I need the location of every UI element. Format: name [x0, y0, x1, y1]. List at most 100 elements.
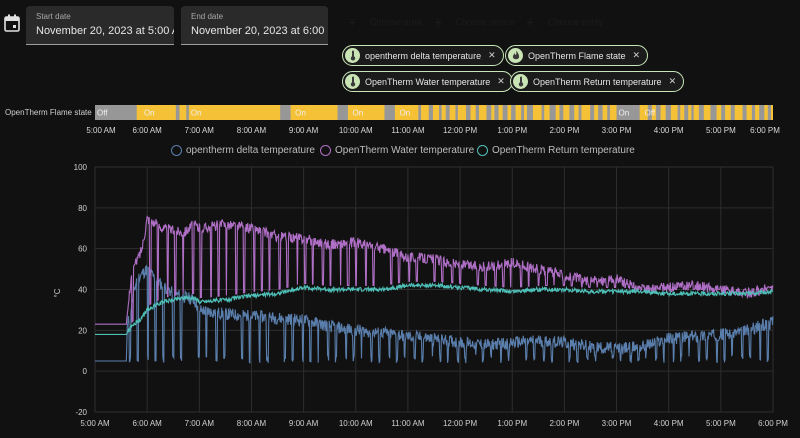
timeline-off-segment[interactable] — [526, 105, 533, 120]
timeline-label: OpenTherm Flame state — [5, 108, 92, 117]
flame-state-timeline[interactable]: Off On On On On On On Off — [95, 105, 773, 120]
timeline-off-segment[interactable] — [486, 105, 492, 120]
series-line-0 — [95, 264, 774, 364]
x-tick-label: 6:00 AM — [132, 419, 162, 428]
y-tick-label: 40 — [78, 286, 87, 295]
timeline-state-label: On — [295, 109, 306, 118]
timeline-state-label: On — [353, 109, 364, 118]
close-icon[interactable]: ✕ — [497, 76, 505, 86]
timeline-tick-label: 10:00 AM — [338, 126, 373, 135]
timeline-off-segment[interactable] — [511, 105, 516, 120]
choose-entity-button[interactable]: + Choose entity — [520, 11, 604, 32]
entity-chip-label: opentherm delta temperature — [365, 50, 482, 61]
legend-label: OpenTherm Return temperature — [492, 145, 635, 156]
choose-area-button[interactable]: + Choose area — [342, 11, 422, 32]
timeline-off-segment[interactable] — [698, 105, 704, 120]
thermometer-icon — [345, 48, 360, 63]
timeline-off-segment[interactable] — [751, 105, 756, 120]
legend-item-return[interactable]: OpenTherm Return temperature — [477, 145, 635, 156]
y-tick-label: 0 — [83, 367, 88, 376]
entity-chip-delta[interactable]: opentherm delta temperature ✕ — [342, 45, 504, 66]
timeline-off-segment[interactable] — [684, 105, 689, 120]
timeline-off-segment[interactable] — [759, 105, 765, 120]
timeline-off-segment[interactable] — [625, 105, 629, 120]
timeline-off-segment[interactable] — [677, 105, 681, 120]
timeline-off-segment[interactable] — [418, 105, 421, 120]
x-tick-label: 12:00 PM — [443, 419, 478, 428]
end-date-field[interactable]: End date November 20, 2023 at 6:00 PM — [181, 6, 328, 45]
plus-icon: + — [348, 13, 357, 30]
timeline-off-segment[interactable] — [384, 105, 395, 120]
choose-entity-label: Choose entity — [548, 16, 604, 27]
timeline-on-segment[interactable] — [95, 105, 773, 120]
timeline-off-segment[interactable] — [175, 105, 180, 120]
timeline-off-segment[interactable] — [455, 105, 458, 120]
entity-chip-water[interactable]: OpenTherm Water temperature ✕ — [342, 71, 513, 92]
x-tick-label: 5:00 AM — [80, 419, 110, 428]
x-tick-label: 1:00 PM — [497, 419, 527, 428]
calendar-icon[interactable] — [4, 14, 20, 32]
close-icon[interactable]: ✕ — [668, 76, 677, 86]
close-icon[interactable]: ✕ — [488, 50, 496, 60]
timeline-off-segment[interactable] — [607, 105, 610, 120]
timeline-tick-label: 8:00 AM — [236, 126, 267, 135]
start-date-field[interactable]: Start date November 20, 2023 at 5:00 AM — [26, 6, 174, 45]
timeline-off-segment[interactable] — [767, 105, 772, 120]
timeline-off-segment[interactable] — [730, 105, 735, 120]
timeline-off-segment[interactable] — [445, 105, 450, 120]
timeline-off-segment[interactable] — [590, 105, 595, 120]
timeline-off-segment[interactable] — [428, 105, 433, 120]
timeline-off-segment[interactable] — [502, 105, 508, 120]
close-icon[interactable]: ✕ — [632, 50, 641, 60]
entity-chip-return[interactable]: OpenTherm Return temperature ✕ — [510, 71, 685, 92]
thermometer-icon — [345, 74, 360, 89]
timeline-off-segment[interactable] — [465, 105, 471, 120]
timeline-off-segment[interactable] — [95, 105, 137, 120]
timeline-off-segment[interactable] — [337, 105, 348, 120]
timeline-off-segment[interactable] — [559, 105, 564, 120]
timeline-off-segment[interactable] — [280, 105, 291, 120]
legend-item-water[interactable]: OpenTherm Water temperature — [320, 145, 474, 156]
timeline-off-segment[interactable] — [569, 105, 575, 120]
start-date-value: November 20, 2023 at 5:00 AM — [36, 25, 174, 37]
x-tick-label: 11:00 AM — [391, 419, 425, 428]
entity-chip-label: OpenTherm Flame state — [528, 50, 626, 61]
x-tick-label: 5:00 PM — [706, 419, 736, 428]
timeline-off-segment[interactable] — [721, 105, 726, 120]
timeline-off-segment[interactable] — [521, 105, 525, 120]
entity-chip-flame[interactable]: OpenTherm Flame state ✕ — [505, 45, 649, 66]
timeline-off-segment[interactable] — [691, 105, 694, 120]
x-tick-label: 8:00 AM — [237, 419, 267, 428]
timeline-off-segment[interactable] — [636, 105, 640, 120]
timeline-off-segment[interactable] — [541, 105, 545, 120]
timeline-state-label: Off — [645, 109, 656, 118]
timeline-off-segment[interactable] — [549, 105, 556, 120]
legend-marker — [320, 145, 331, 156]
timeline-off-segment[interactable] — [598, 105, 603, 120]
timeline-tick-label: 2:00 PM — [549, 126, 580, 135]
legend-marker — [171, 145, 182, 156]
timeline-tick-label: 3:00 PM — [601, 126, 632, 135]
timeline-off-segment[interactable] — [710, 105, 717, 120]
entity-chip-label: OpenTherm Return temperature — [533, 76, 662, 87]
timeline-off-segment[interactable] — [578, 105, 582, 120]
legend-label: OpenTherm Water temperature — [335, 145, 475, 156]
timeline-off-segment[interactable] — [617, 105, 621, 120]
timeline-off-segment[interactable] — [475, 105, 479, 120]
timeline-state-label: On — [191, 109, 202, 118]
timeline-off-segment[interactable] — [494, 105, 499, 120]
timeline-state-label: On — [619, 109, 630, 118]
timeline-off-segment[interactable] — [665, 105, 671, 120]
timeline-tick-label: 5:00 AM — [86, 126, 116, 135]
timeline-tick-label: 11:00 AM — [391, 126, 425, 135]
plus-icon: + — [526, 13, 535, 30]
timeline-off-segment[interactable] — [186, 105, 189, 120]
timeline-off-segment[interactable] — [742, 105, 747, 120]
timeline-off-segment[interactable] — [439, 105, 442, 120]
thermometer-icon — [513, 74, 528, 89]
choose-device-button[interactable]: + Choose device — [428, 11, 515, 32]
timeline-off-segment[interactable] — [647, 105, 652, 120]
timeline-off-segment[interactable] — [655, 105, 661, 120]
legend-item-delta[interactable]: opentherm delta temperature — [171, 145, 315, 156]
